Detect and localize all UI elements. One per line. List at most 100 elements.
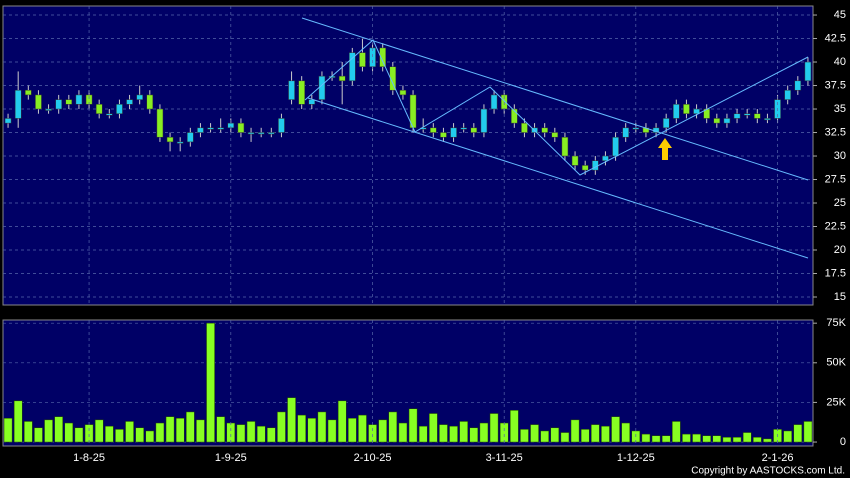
volume-bar [510, 410, 519, 443]
candle-body [612, 136, 619, 157]
candle-body [662, 118, 670, 129]
candle-body [571, 155, 579, 166]
volume-bar [24, 421, 33, 443]
volume-bar [297, 414, 306, 443]
candle-body [298, 80, 305, 105]
y-tick-label: 37.5 [825, 79, 846, 91]
volume-bar [13, 400, 23, 443]
volume-panel [2, 319, 814, 447]
volume-bar [378, 419, 387, 443]
volume-bar [621, 422, 630, 443]
x-tick-label: 1-9-25 [215, 452, 247, 464]
volume-bar [3, 418, 13, 443]
x-tick-label: 1-8-25 [73, 452, 105, 464]
candle-body [176, 141, 184, 144]
volume-bar [672, 421, 681, 443]
volume-bar [175, 418, 185, 443]
volume-bar [459, 421, 468, 443]
volume-bar [661, 435, 671, 443]
candle-body [14, 89, 22, 119]
volume-bar [489, 413, 499, 443]
volume-bar [74, 427, 84, 443]
candle-body [683, 104, 690, 114]
y-tick-label: 40 [834, 56, 846, 68]
candle-body [257, 132, 265, 135]
y-tick-label: 17.5 [825, 267, 846, 279]
trend-line [301, 17, 809, 181]
candle-body [602, 155, 609, 161]
volume-bar [520, 429, 529, 443]
volume-bar [256, 425, 266, 443]
candle-body [470, 127, 478, 133]
volume-bar [155, 422, 165, 443]
y-tick-label: 25 [834, 197, 846, 209]
volume-bar [499, 422, 509, 443]
trend-line [307, 97, 809, 259]
candle-body [349, 52, 356, 82]
candle-body [379, 47, 386, 67]
y-tick-label: 25K [826, 396, 846, 408]
candle-body [35, 94, 42, 110]
volume-bar [267, 427, 276, 443]
volume-bar [408, 408, 418, 443]
candle-body [784, 89, 791, 100]
candle-body [156, 108, 164, 138]
candle-body [136, 94, 143, 100]
volume-bar [54, 416, 63, 443]
candle-body [55, 99, 62, 110]
volume-bar [722, 437, 732, 443]
volume-bar [641, 433, 651, 443]
candle-body [440, 132, 447, 138]
candle-body [45, 108, 52, 111]
candle-body [713, 118, 721, 124]
volume-bar [591, 424, 600, 443]
volume-bar [216, 416, 225, 443]
candle-body [278, 118, 285, 133]
candle-body [95, 104, 103, 114]
candle-body [197, 127, 204, 133]
volume-bar [94, 419, 104, 443]
y-tick-label: 35 [834, 103, 846, 115]
x-tick-label: 1-12-25 [617, 452, 655, 464]
wave-line [304, 39, 809, 176]
volume-bar [611, 416, 620, 443]
candle-body [561, 136, 569, 157]
volume-bar [64, 422, 74, 443]
copyright: Copyright by AASTOCKS.com Ltd. [691, 466, 845, 477]
candle-body [359, 52, 366, 67]
volume-bar [348, 418, 357, 443]
volume-bar [307, 418, 317, 443]
candle-body [541, 127, 548, 133]
candle-body [25, 89, 32, 96]
candle-body [116, 104, 123, 114]
candle-body [490, 94, 498, 110]
candle-body [693, 108, 700, 114]
volume-bar [540, 430, 549, 443]
volume-bar [712, 435, 722, 443]
candle-body [804, 61, 812, 82]
candle-body [723, 118, 731, 124]
volume-bar [550, 427, 560, 443]
candle-body [207, 127, 214, 130]
x-tick-label: 2-1-26 [762, 452, 794, 464]
volume-bar [449, 425, 458, 443]
volume-bar [429, 413, 438, 443]
candle-body [460, 127, 467, 130]
volume-bar [317, 411, 327, 443]
candle-body [268, 132, 275, 135]
y-tick-label: 15 [834, 291, 846, 303]
volume-bar [651, 435, 661, 443]
volume-bar [327, 419, 337, 443]
x-tick-label: 2-10-25 [354, 452, 392, 464]
volume-bar [439, 424, 448, 443]
volume-bar [803, 421, 813, 443]
volume-bar [145, 430, 155, 443]
candle-body [217, 127, 224, 130]
volume-bar [206, 322, 215, 443]
candle-body [430, 127, 437, 133]
candle-body [764, 118, 771, 121]
y-tick-label: 50K [826, 357, 846, 369]
y-tick-label: 75K [826, 317, 846, 329]
y-tick-label: 0 [840, 436, 846, 448]
volume-bar [115, 429, 124, 443]
